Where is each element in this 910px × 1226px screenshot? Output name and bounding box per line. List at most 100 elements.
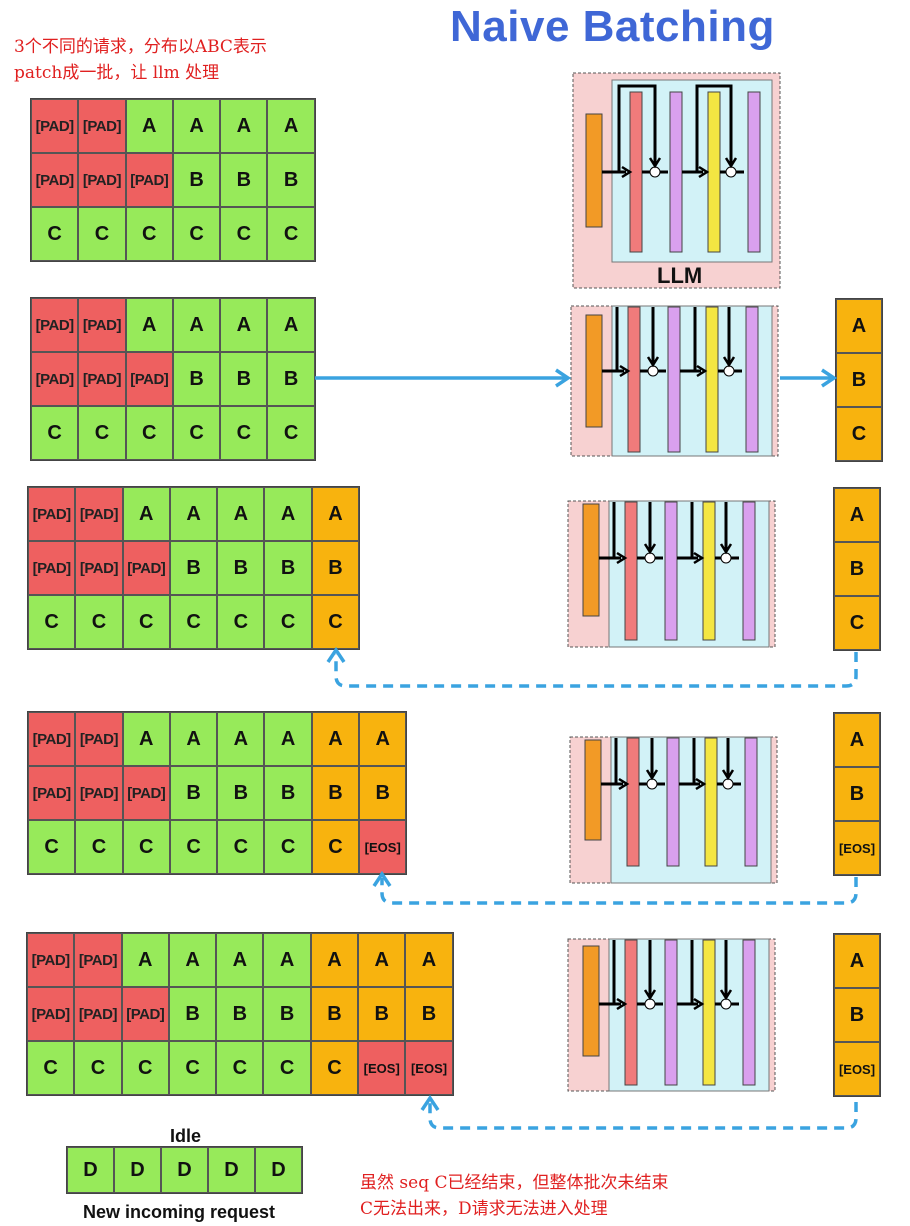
token-cell: C [75, 595, 123, 649]
token-cell: C [217, 595, 265, 649]
pad-token: [PAD] [122, 766, 170, 820]
note-top: 3个不同的请求，分布以ABC表示 patch成一批，让 llm 处理 [14, 34, 267, 86]
token-cell: C [78, 406, 126, 460]
eos-token: [EOS] [405, 1041, 453, 1095]
output-token: B [834, 988, 880, 1042]
token-cell: C [267, 207, 315, 261]
output-token: A [836, 299, 882, 353]
output-token: B [836, 353, 882, 407]
incoming-token: D [208, 1147, 255, 1193]
token-cell: C [310, 1041, 359, 1095]
token-cell: B [216, 987, 264, 1041]
token-cell: C [122, 820, 170, 874]
pad-token: [PAD] [75, 487, 123, 541]
token-cell: B [264, 766, 312, 820]
pad-token: [PAD] [31, 352, 79, 406]
incoming-token: D [161, 1147, 208, 1193]
token-cell: C [31, 207, 79, 261]
pad-token: [PAD] [28, 712, 76, 766]
eos-token: [EOS] [359, 820, 407, 874]
batch-grid-3: [PAD] [PAD] A A A A A [PAD] [PAD] [PAD] B B B B C C C C C C… [27, 486, 361, 650]
token-cell: A [264, 712, 312, 766]
batch-grid-4: [PAD] [PAD] A A A A A A [PAD] [PAD] [PAD] B B B B B C C C C… [27, 711, 408, 875]
llm-block-5 [567, 938, 776, 1092]
token-cell: C [78, 207, 126, 261]
pad-token: [PAD] [31, 298, 79, 352]
token-cell: A [264, 487, 312, 541]
token-cell: B [267, 352, 315, 406]
feedback-arrow-5 [428, 1102, 858, 1130]
token-cell: B [172, 352, 221, 406]
token-cell: A [310, 933, 359, 987]
feedback-arrow-4 [380, 877, 858, 905]
token-cell: A [169, 487, 218, 541]
token-cell: B [311, 766, 360, 820]
llm-block-1 [572, 72, 781, 289]
token-cell: B [405, 987, 453, 1041]
token-cell: B [267, 153, 315, 207]
incoming-token: D [67, 1147, 114, 1193]
pad-token: [PAD] [28, 487, 76, 541]
pad-token: [PAD] [27, 933, 75, 987]
batch-grid-5: [PAD] [PAD] A A A A A A A [PAD] [PAD] [PAD] B B B B B B C C… [26, 932, 454, 1096]
llm-label: LLM [657, 263, 703, 288]
incoming-token: D [114, 1147, 161, 1193]
note-bottom: 虽然 seq C已经结束，但整体批次未结束 C无法出来，D请求无法进入处理 [360, 1170, 668, 1222]
token-cell: A [358, 933, 406, 987]
token-cell: B [217, 541, 265, 595]
token-cell: C [121, 1041, 169, 1095]
pad-token: [PAD] [28, 541, 76, 595]
token-cell: A [311, 712, 360, 766]
output-token: B [834, 542, 880, 596]
token-cell: A [172, 298, 221, 352]
pad-token: [PAD] [78, 298, 126, 352]
token-cell: C [220, 207, 268, 261]
token-cell: A [217, 712, 265, 766]
batch-grid-1: [PAD] [PAD] A A A A [PAD] [PAD] [PAD] B B B C C C C C C [30, 98, 316, 262]
note-top-line-2: patch成一批，让 llm 处理 [14, 63, 220, 83]
incoming-request-label: New incoming request [83, 1202, 276, 1222]
pad-token: [PAD] [75, 541, 123, 595]
pad-token: [PAD] [78, 352, 126, 406]
token-cell: C [267, 406, 315, 460]
token-cell: B [220, 352, 268, 406]
token-cell: A [169, 712, 218, 766]
pad-token: [PAD] [125, 153, 173, 207]
token-cell: C [264, 595, 312, 649]
token-cell: C [169, 595, 218, 649]
token-cell: C [31, 406, 79, 460]
output-token: [EOS] [834, 821, 880, 875]
pad-token: [PAD] [122, 541, 170, 595]
note-bottom-line-2: C无法出来，D请求无法进入处理 [360, 1199, 608, 1219]
token-cell: A [263, 933, 311, 987]
pad-token: [PAD] [78, 153, 126, 207]
token-cell: C [122, 595, 170, 649]
token-cell: C [168, 1041, 217, 1095]
llm-block-2 [570, 305, 779, 457]
token-cell: A [267, 298, 315, 352]
token-cell: A [172, 99, 221, 153]
pad-token: [PAD] [125, 352, 173, 406]
token-cell: A [217, 487, 265, 541]
output-token: B [834, 767, 880, 821]
token-cell: C [125, 207, 173, 261]
token-cell: C [172, 406, 221, 460]
token-cell: A [267, 99, 315, 153]
token-cell: A [405, 933, 453, 987]
token-cell: C [311, 820, 360, 874]
token-cell: A [121, 933, 169, 987]
token-cell: A [122, 712, 170, 766]
pad-token: [PAD] [31, 153, 79, 207]
note-bottom-line-1: 虽然 seq C已经结束，但整体批次未结束 [360, 1173, 669, 1193]
pad-token: [PAD] [75, 712, 123, 766]
note-top-line-1: 3个不同的请求，分布以ABC表示 [14, 37, 267, 57]
token-cell: C [264, 820, 312, 874]
pad-token: [PAD] [74, 933, 122, 987]
pad-token: [PAD] [31, 99, 79, 153]
token-cell: B [311, 541, 360, 595]
token-cell: C [74, 1041, 122, 1095]
token-cell: C [28, 595, 76, 649]
token-cell: A [216, 933, 264, 987]
